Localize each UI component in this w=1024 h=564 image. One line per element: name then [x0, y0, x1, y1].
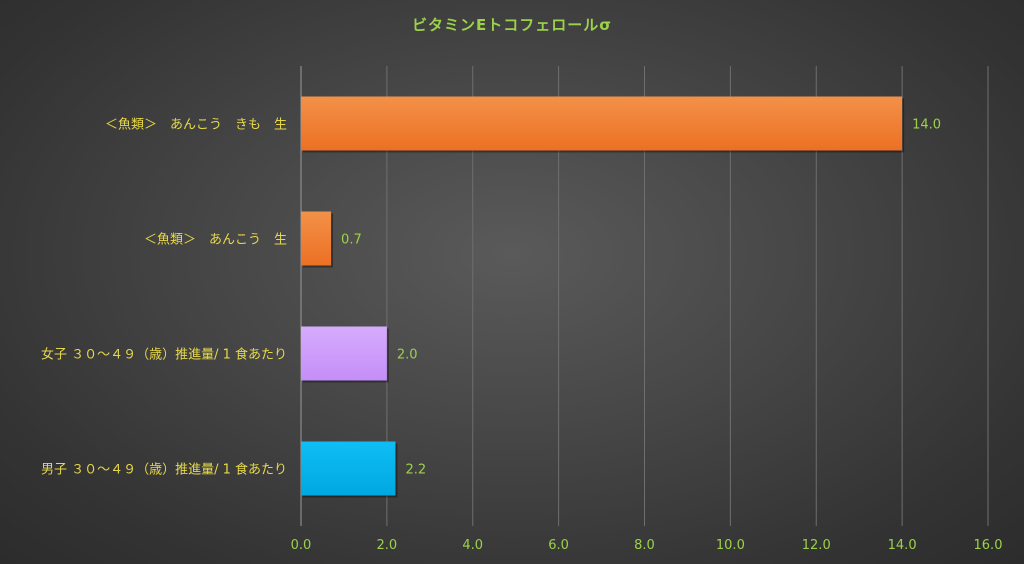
chart-title: ビタミンEトコフェロールσ — [412, 16, 612, 34]
bar — [301, 441, 396, 496]
data-label: 0.7 — [341, 233, 362, 248]
x-tick-label: 4.0 — [462, 538, 483, 553]
category-label: 男子 ３０～４９（歳）推進量/ 1 食あたり — [41, 462, 287, 478]
x-tick-label: 8.0 — [634, 538, 655, 553]
x-tick-label: 10.0 — [716, 538, 745, 553]
x-tick-label: 12.0 — [802, 538, 831, 553]
bar — [301, 211, 332, 266]
x-tick-label: 2.0 — [377, 538, 398, 553]
x-tick-label: 0.0 — [291, 538, 312, 553]
category-label: ＜魚類＞ あんこう 生 — [144, 233, 287, 248]
data-label: 2.0 — [397, 348, 418, 363]
x-tick-label: 6.0 — [548, 538, 569, 553]
x-tick-label: 16.0 — [974, 538, 1003, 553]
data-label: 14.0 — [912, 118, 941, 133]
bar — [301, 96, 903, 151]
data-label: 2.2 — [405, 463, 426, 478]
category-label: ＜魚類＞ あんこう きも 生 — [105, 118, 287, 133]
category-label: 女子 ３０～４９（歳）推進量/ 1 食あたり — [41, 347, 287, 363]
x-tick-label: 14.0 — [888, 538, 917, 553]
bar — [301, 326, 387, 381]
